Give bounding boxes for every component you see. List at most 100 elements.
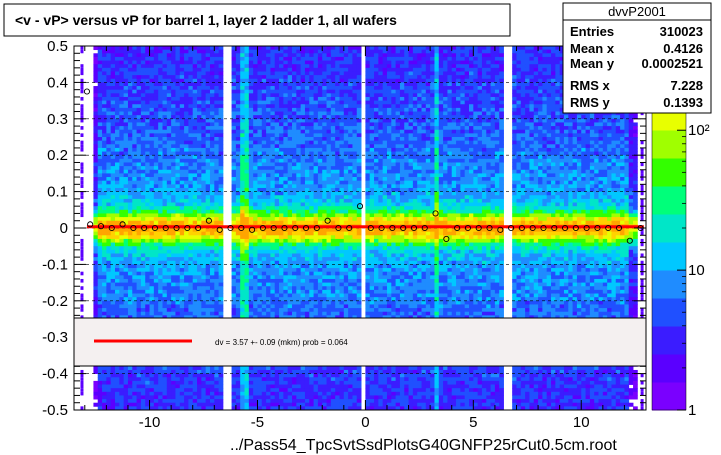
profile-point bbox=[421, 224, 428, 232]
profile-point bbox=[195, 224, 202, 232]
profile-point bbox=[281, 224, 288, 232]
y-tick-label: -0.3 bbox=[42, 329, 68, 346]
profile-point bbox=[605, 224, 612, 232]
color-scale-step bbox=[652, 382, 686, 411]
y-tick-label: 0.2 bbox=[47, 147, 68, 164]
stats-value: 0.1393 bbox=[663, 95, 703, 110]
profile-point bbox=[97, 223, 105, 230]
profile-point bbox=[562, 224, 569, 232]
profile-point bbox=[346, 224, 353, 232]
profile-point bbox=[508, 224, 515, 232]
profile-point bbox=[529, 224, 536, 232]
profile-point bbox=[324, 217, 331, 224]
profile-point bbox=[108, 224, 115, 232]
profile-point bbox=[302, 224, 310, 232]
profile-point-outlier bbox=[83, 88, 91, 95]
color-scale-step bbox=[652, 354, 686, 383]
profile-point bbox=[173, 224, 180, 232]
stats-value: 310023 bbox=[660, 24, 703, 39]
profile-point bbox=[87, 221, 94, 228]
color-scale-label: 1 bbox=[688, 402, 696, 419]
x-tick-label: 0 bbox=[361, 414, 369, 431]
x-tick-label: -10 bbox=[139, 414, 161, 431]
color-scale-label: 10² bbox=[688, 122, 710, 139]
profile-point bbox=[184, 224, 191, 232]
profile-point bbox=[572, 224, 579, 232]
heatmap-cells bbox=[80, 46, 644, 410]
profile-point bbox=[292, 224, 299, 232]
profile-point bbox=[615, 224, 623, 232]
profile-point bbox=[410, 224, 418, 232]
color-scale-step bbox=[652, 326, 686, 355]
profile-point bbox=[162, 224, 169, 232]
profile-point bbox=[475, 224, 482, 232]
y-tick-label: 0.5 bbox=[47, 38, 68, 55]
fit-legend-text: dv = 3.57 +- 0.09 (mkm) prob = 0.064 bbox=[215, 338, 348, 347]
color-scale-step bbox=[652, 130, 686, 159]
stats-value: 7.228 bbox=[670, 78, 703, 93]
stats-label: Mean x bbox=[570, 41, 615, 56]
stats-label: Entries bbox=[570, 24, 614, 39]
color-scale-step bbox=[652, 214, 686, 243]
stats-value: 0.0002521 bbox=[642, 56, 703, 71]
stats-box: dvvP2001 Entries 310023 Mean x 0.4126 Mean y… bbox=[562, 2, 712, 114]
x-tick-label: 10 bbox=[573, 414, 590, 431]
y-tick-label: 0.1 bbox=[47, 184, 68, 201]
profile-point bbox=[270, 224, 277, 232]
profile-point bbox=[400, 224, 407, 232]
profile-point bbox=[367, 224, 374, 232]
profile-point bbox=[227, 224, 234, 232]
profile-point bbox=[551, 224, 558, 232]
profile-point bbox=[378, 224, 385, 232]
profile-point bbox=[205, 217, 212, 224]
profile-point bbox=[130, 224, 137, 232]
title-box bbox=[3, 3, 511, 37]
profile-point bbox=[119, 221, 126, 228]
profile-point bbox=[464, 224, 471, 232]
color-scale-step bbox=[652, 158, 686, 187]
stats-value: 0.4126 bbox=[663, 41, 703, 56]
color-scale-label: 10 bbox=[688, 262, 705, 279]
x-tick-label: 5 bbox=[469, 414, 477, 431]
stats-label: RMS y bbox=[570, 95, 611, 110]
profile-point bbox=[583, 224, 590, 232]
profile-points bbox=[83, 88, 644, 244]
y-tick-label: -0.4 bbox=[42, 366, 68, 383]
profile-point bbox=[626, 237, 633, 244]
profile-point bbox=[313, 224, 320, 232]
color-scale-step bbox=[652, 186, 686, 215]
profile-point bbox=[141, 224, 148, 232]
profile-point bbox=[594, 224, 601, 232]
profile-point bbox=[486, 224, 493, 232]
y-tick-label: 0.4 bbox=[47, 74, 68, 91]
profile-point bbox=[389, 224, 396, 232]
profile-point bbox=[335, 224, 342, 232]
y-tick-label: -0.1 bbox=[42, 256, 68, 273]
x-tick-label: -5 bbox=[251, 414, 264, 431]
profile-point bbox=[454, 224, 461, 232]
color-scale-step bbox=[652, 298, 686, 327]
stats-name: dvvP2001 bbox=[608, 4, 666, 19]
x-axis-label: ../Pass54_TpcSvtSsdPlotsG40GNFP25rCut0.5… bbox=[230, 437, 617, 454]
color-scale-step bbox=[652, 242, 686, 271]
stats-label: RMS x bbox=[570, 78, 611, 93]
profile-point bbox=[443, 235, 450, 242]
y-tick-label: -0.5 bbox=[42, 402, 68, 419]
color-scale-ticks: 1 10 10² bbox=[677, 63, 710, 419]
profile-point bbox=[151, 224, 158, 232]
y-tick-label: 0 bbox=[60, 220, 68, 237]
stats-label: Mean y bbox=[570, 56, 615, 71]
color-scale-step bbox=[652, 270, 686, 299]
profile-point bbox=[518, 224, 525, 232]
y-tick-label: -0.2 bbox=[42, 293, 68, 310]
profile-point bbox=[356, 203, 364, 210]
profile-point bbox=[259, 224, 266, 232]
chart-title: <v - vP> versus vP for barrel 1, layer 2… bbox=[15, 12, 397, 28]
profile-point bbox=[238, 224, 245, 232]
x-axis: -10 -5 0 5 10 bbox=[84, 46, 625, 431]
profile-point bbox=[497, 226, 504, 233]
profile-point bbox=[432, 210, 439, 217]
y-tick-label: 0.3 bbox=[47, 111, 68, 128]
profile-point bbox=[249, 226, 256, 233]
